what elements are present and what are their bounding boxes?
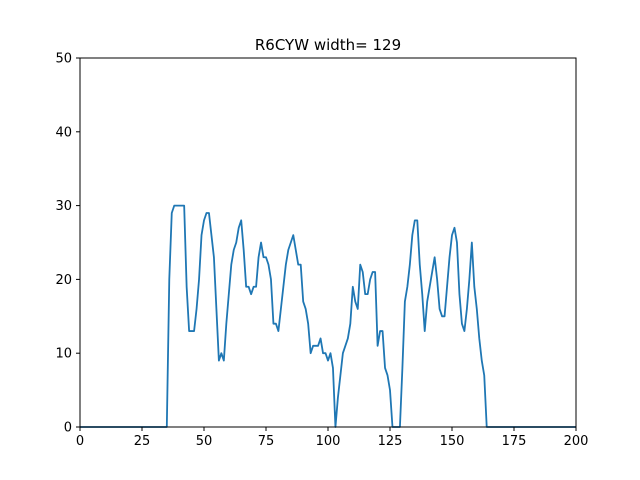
x-axis-ticks: 0 25 50 75 100 125 150 175 200 (76, 427, 589, 449)
y-tick-label: 40 (55, 125, 72, 140)
x-tick-label: 125 (378, 434, 403, 449)
y-tick-label: 0 (64, 421, 72, 436)
y-tick-label: 30 (55, 199, 72, 214)
chart-title: R6CYW width= 129 (255, 36, 401, 54)
x-tick-label: 200 (564, 434, 589, 449)
x-tick-label: 100 (316, 434, 341, 449)
y-tick-label: 20 (55, 273, 72, 288)
y-tick-label: 50 (55, 52, 72, 67)
x-tick-label: 75 (258, 434, 275, 449)
x-tick-label: 50 (196, 434, 213, 449)
x-tick-label: 0 (76, 434, 84, 449)
x-tick-label: 150 (440, 434, 465, 449)
x-tick-label: 25 (134, 434, 151, 449)
y-tick-label: 10 (55, 347, 72, 362)
y-axis-ticks: 0 10 20 30 40 50 (55, 52, 80, 436)
x-tick-label: 175 (502, 434, 527, 449)
plot-frame (79, 57, 577, 428)
